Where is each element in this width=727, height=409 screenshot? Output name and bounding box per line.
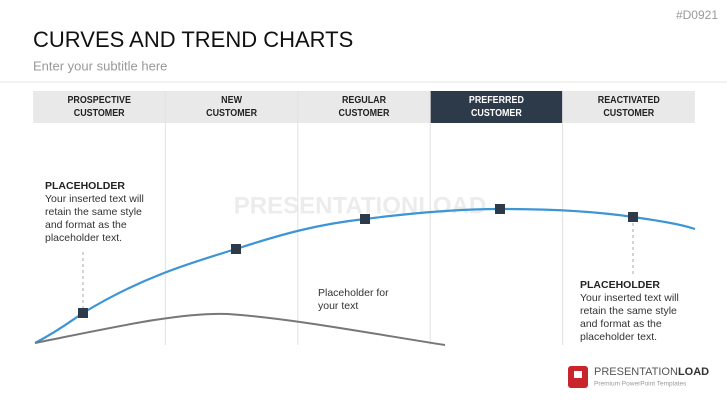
column-cell bbox=[562, 91, 695, 123]
marker bbox=[495, 204, 505, 214]
column-cell bbox=[430, 91, 563, 123]
column-header: PROSPECTIVECUSTOMERNEWCUSTOMERREGULARCUS… bbox=[33, 91, 695, 345]
note-heading: PLACEHOLDER bbox=[580, 279, 660, 291]
logo-text: PRESENTATIONLOAD bbox=[594, 366, 709, 378]
slide-code: #D0921 bbox=[676, 8, 718, 22]
column-label: PROSPECTIVE bbox=[67, 94, 131, 106]
logo-tagline: Premium PowerPoint Templates bbox=[594, 381, 687, 388]
note-text: retain the same style bbox=[580, 305, 677, 317]
marker bbox=[628, 212, 638, 222]
column-label: PREFERRED bbox=[469, 94, 524, 106]
marker bbox=[231, 244, 241, 254]
column-label: CUSTOMER bbox=[74, 107, 125, 119]
marker bbox=[360, 214, 370, 224]
logo-icon-inner bbox=[574, 371, 582, 378]
logo-brand-bold: LOAD bbox=[678, 366, 709, 378]
note-text: placeholder text. bbox=[45, 232, 122, 244]
column-cell bbox=[33, 91, 166, 123]
note-text: retain the same style bbox=[45, 206, 142, 218]
column-label: REGULAR bbox=[342, 94, 386, 106]
column-cell bbox=[165, 91, 298, 123]
note-text: Placeholder for bbox=[318, 287, 389, 299]
logo-brand: PRESENTATION bbox=[594, 366, 678, 378]
note-text: Your inserted text will bbox=[580, 292, 679, 304]
column-label: CUSTOMER bbox=[206, 107, 257, 119]
column-label: CUSTOMER bbox=[339, 107, 390, 119]
base-curve bbox=[34, 312, 446, 346]
column-label: NEW bbox=[221, 94, 243, 106]
marker bbox=[78, 308, 88, 318]
note-text: and format as the bbox=[580, 318, 662, 330]
slide-title: CURVES AND TREND CHARTS bbox=[33, 27, 353, 52]
note-text: Your inserted text will bbox=[45, 193, 144, 205]
slide-subtitle: Enter your subtitle here bbox=[33, 58, 167, 73]
column-label: CUSTOMER bbox=[603, 107, 654, 119]
column-label: REACTIVATED bbox=[598, 94, 660, 106]
note-text: your text bbox=[318, 300, 358, 312]
note-text: and format as the bbox=[45, 219, 127, 231]
note-heading: PLACEHOLDER bbox=[45, 180, 125, 192]
column-label: CUSTOMER bbox=[471, 107, 522, 119]
markers bbox=[78, 204, 638, 318]
note-text: placeholder text. bbox=[580, 331, 657, 343]
column-cell bbox=[297, 91, 431, 123]
